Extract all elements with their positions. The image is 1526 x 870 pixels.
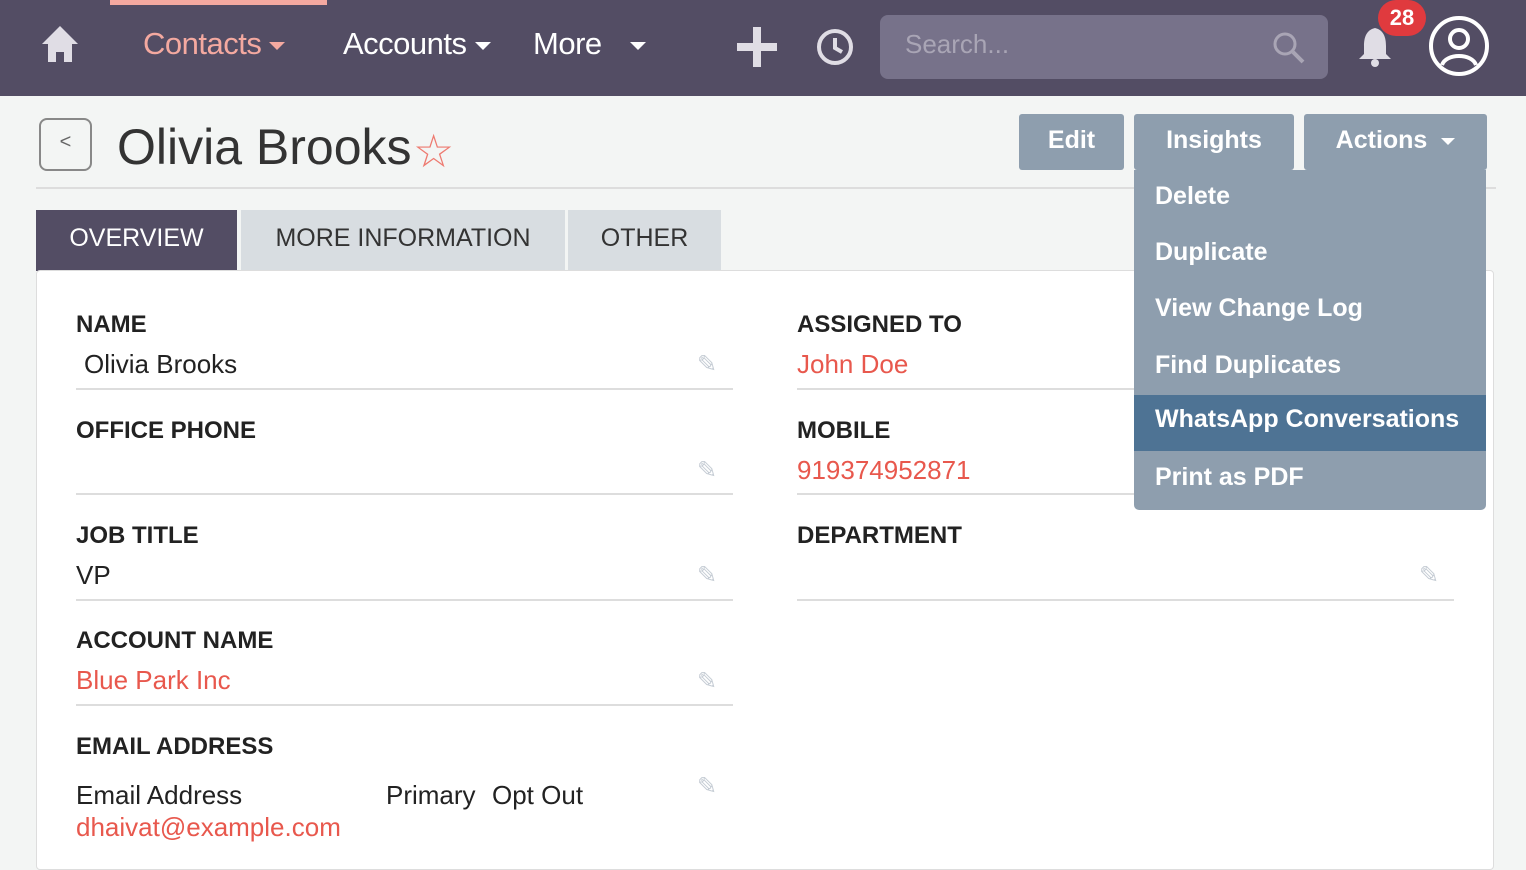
name-label: NAME bbox=[76, 311, 147, 338]
mobile-link[interactable]: 919374952871 bbox=[797, 455, 971, 485]
edit-pencil-icon[interactable]: ✎ bbox=[1419, 562, 1440, 589]
back-button[interactable]: < bbox=[39, 118, 92, 171]
top-nav: Contacts Accounts More Search... 28 bbox=[0, 0, 1526, 96]
nav-more[interactable]: More bbox=[533, 26, 646, 62]
divider bbox=[76, 599, 733, 601]
nav-contacts[interactable]: Contacts bbox=[143, 26, 286, 62]
divider bbox=[797, 599, 1454, 601]
account-name-label: ACCOUNT NAME bbox=[76, 627, 274, 654]
job-title-value: VP bbox=[76, 560, 111, 590]
name-value: Olivia Brooks bbox=[84, 349, 238, 379]
email-address-label: EMAIL ADDRESS bbox=[76, 733, 274, 760]
mobile-label: MOBILE bbox=[797, 417, 891, 444]
actions-button[interactable]: Actions bbox=[1304, 114, 1487, 170]
nav-accounts-label: Accounts bbox=[343, 26, 467, 61]
tab-more-information[interactable]: MORE INFORMATION bbox=[241, 210, 565, 271]
home-icon[interactable] bbox=[40, 24, 80, 64]
history-icon[interactable] bbox=[814, 26, 856, 68]
divider bbox=[797, 493, 1454, 495]
search-icon[interactable] bbox=[1272, 31, 1306, 65]
assigned-to-label: ASSIGNED TO bbox=[797, 311, 962, 338]
edit-button[interactable]: Edit bbox=[1019, 114, 1124, 170]
actions-label: Actions bbox=[1335, 126, 1428, 154]
optout-column-header: Opt Out bbox=[492, 780, 584, 810]
divider bbox=[76, 388, 733, 390]
page-title: Olivia Brooks bbox=[117, 119, 412, 175]
user-avatar-icon[interactable] bbox=[1428, 15, 1490, 77]
tab-other[interactable]: OTHER bbox=[568, 210, 721, 271]
menu-item-whatsapp-conversations[interactable]: WhatsApp Conversations bbox=[1134, 395, 1486, 451]
nav-contacts-label: Contacts bbox=[143, 26, 262, 61]
office-phone-label: OFFICE PHONE bbox=[76, 417, 257, 444]
plus-icon[interactable] bbox=[737, 27, 777, 67]
edit-pencil-icon[interactable]: ✎ bbox=[697, 351, 718, 378]
email-column-header: Email Address bbox=[76, 780, 243, 810]
email-link[interactable]: dhaivat@example.com bbox=[76, 812, 341, 842]
account-link[interactable]: Blue Park Inc bbox=[76, 665, 231, 695]
tab-overview[interactable]: OVERVIEW bbox=[36, 210, 237, 271]
insights-button[interactable]: Insights bbox=[1134, 114, 1294, 170]
actions-dropdown-menu: Delete Duplicate View Change Log Find Du… bbox=[1134, 170, 1486, 510]
favorite-star-icon[interactable]: ☆ bbox=[413, 125, 455, 177]
job-title-label: JOB TITLE bbox=[76, 522, 199, 549]
assigned-user-link[interactable]: John Doe bbox=[797, 349, 909, 379]
primary-column-header: Primary bbox=[386, 780, 476, 810]
nav-more-label: More bbox=[533, 26, 602, 61]
divider bbox=[797, 388, 1454, 390]
notification-badge[interactable]: 28 bbox=[1378, 0, 1426, 36]
edit-pencil-icon[interactable]: ✎ bbox=[697, 668, 718, 695]
bell-icon[interactable] bbox=[1355, 26, 1395, 68]
edit-pencil-icon[interactable]: ✎ bbox=[697, 773, 718, 800]
menu-item-view-change-log[interactable]: View Change Log bbox=[1155, 294, 1363, 322]
search-input[interactable]: Search... bbox=[880, 15, 1328, 79]
menu-item-delete[interactable]: Delete bbox=[1155, 182, 1231, 210]
nav-accounts[interactable]: Accounts bbox=[343, 26, 491, 62]
menu-item-find-duplicates[interactable]: Find Duplicates bbox=[1155, 351, 1342, 379]
menu-item-print-as-pdf[interactable]: Print as PDF bbox=[1155, 463, 1304, 491]
divider bbox=[36, 187, 1496, 189]
divider bbox=[76, 704, 733, 706]
edit-pencil-icon[interactable]: ✎ bbox=[697, 562, 718, 589]
divider bbox=[76, 493, 733, 495]
search-placeholder: Search... bbox=[905, 29, 1010, 59]
department-label: DEPARTMENT bbox=[797, 522, 962, 549]
edit-pencil-icon[interactable]: ✎ bbox=[697, 457, 718, 484]
menu-item-duplicate[interactable]: Duplicate bbox=[1155, 238, 1268, 266]
active-indicator bbox=[110, 0, 327, 5]
